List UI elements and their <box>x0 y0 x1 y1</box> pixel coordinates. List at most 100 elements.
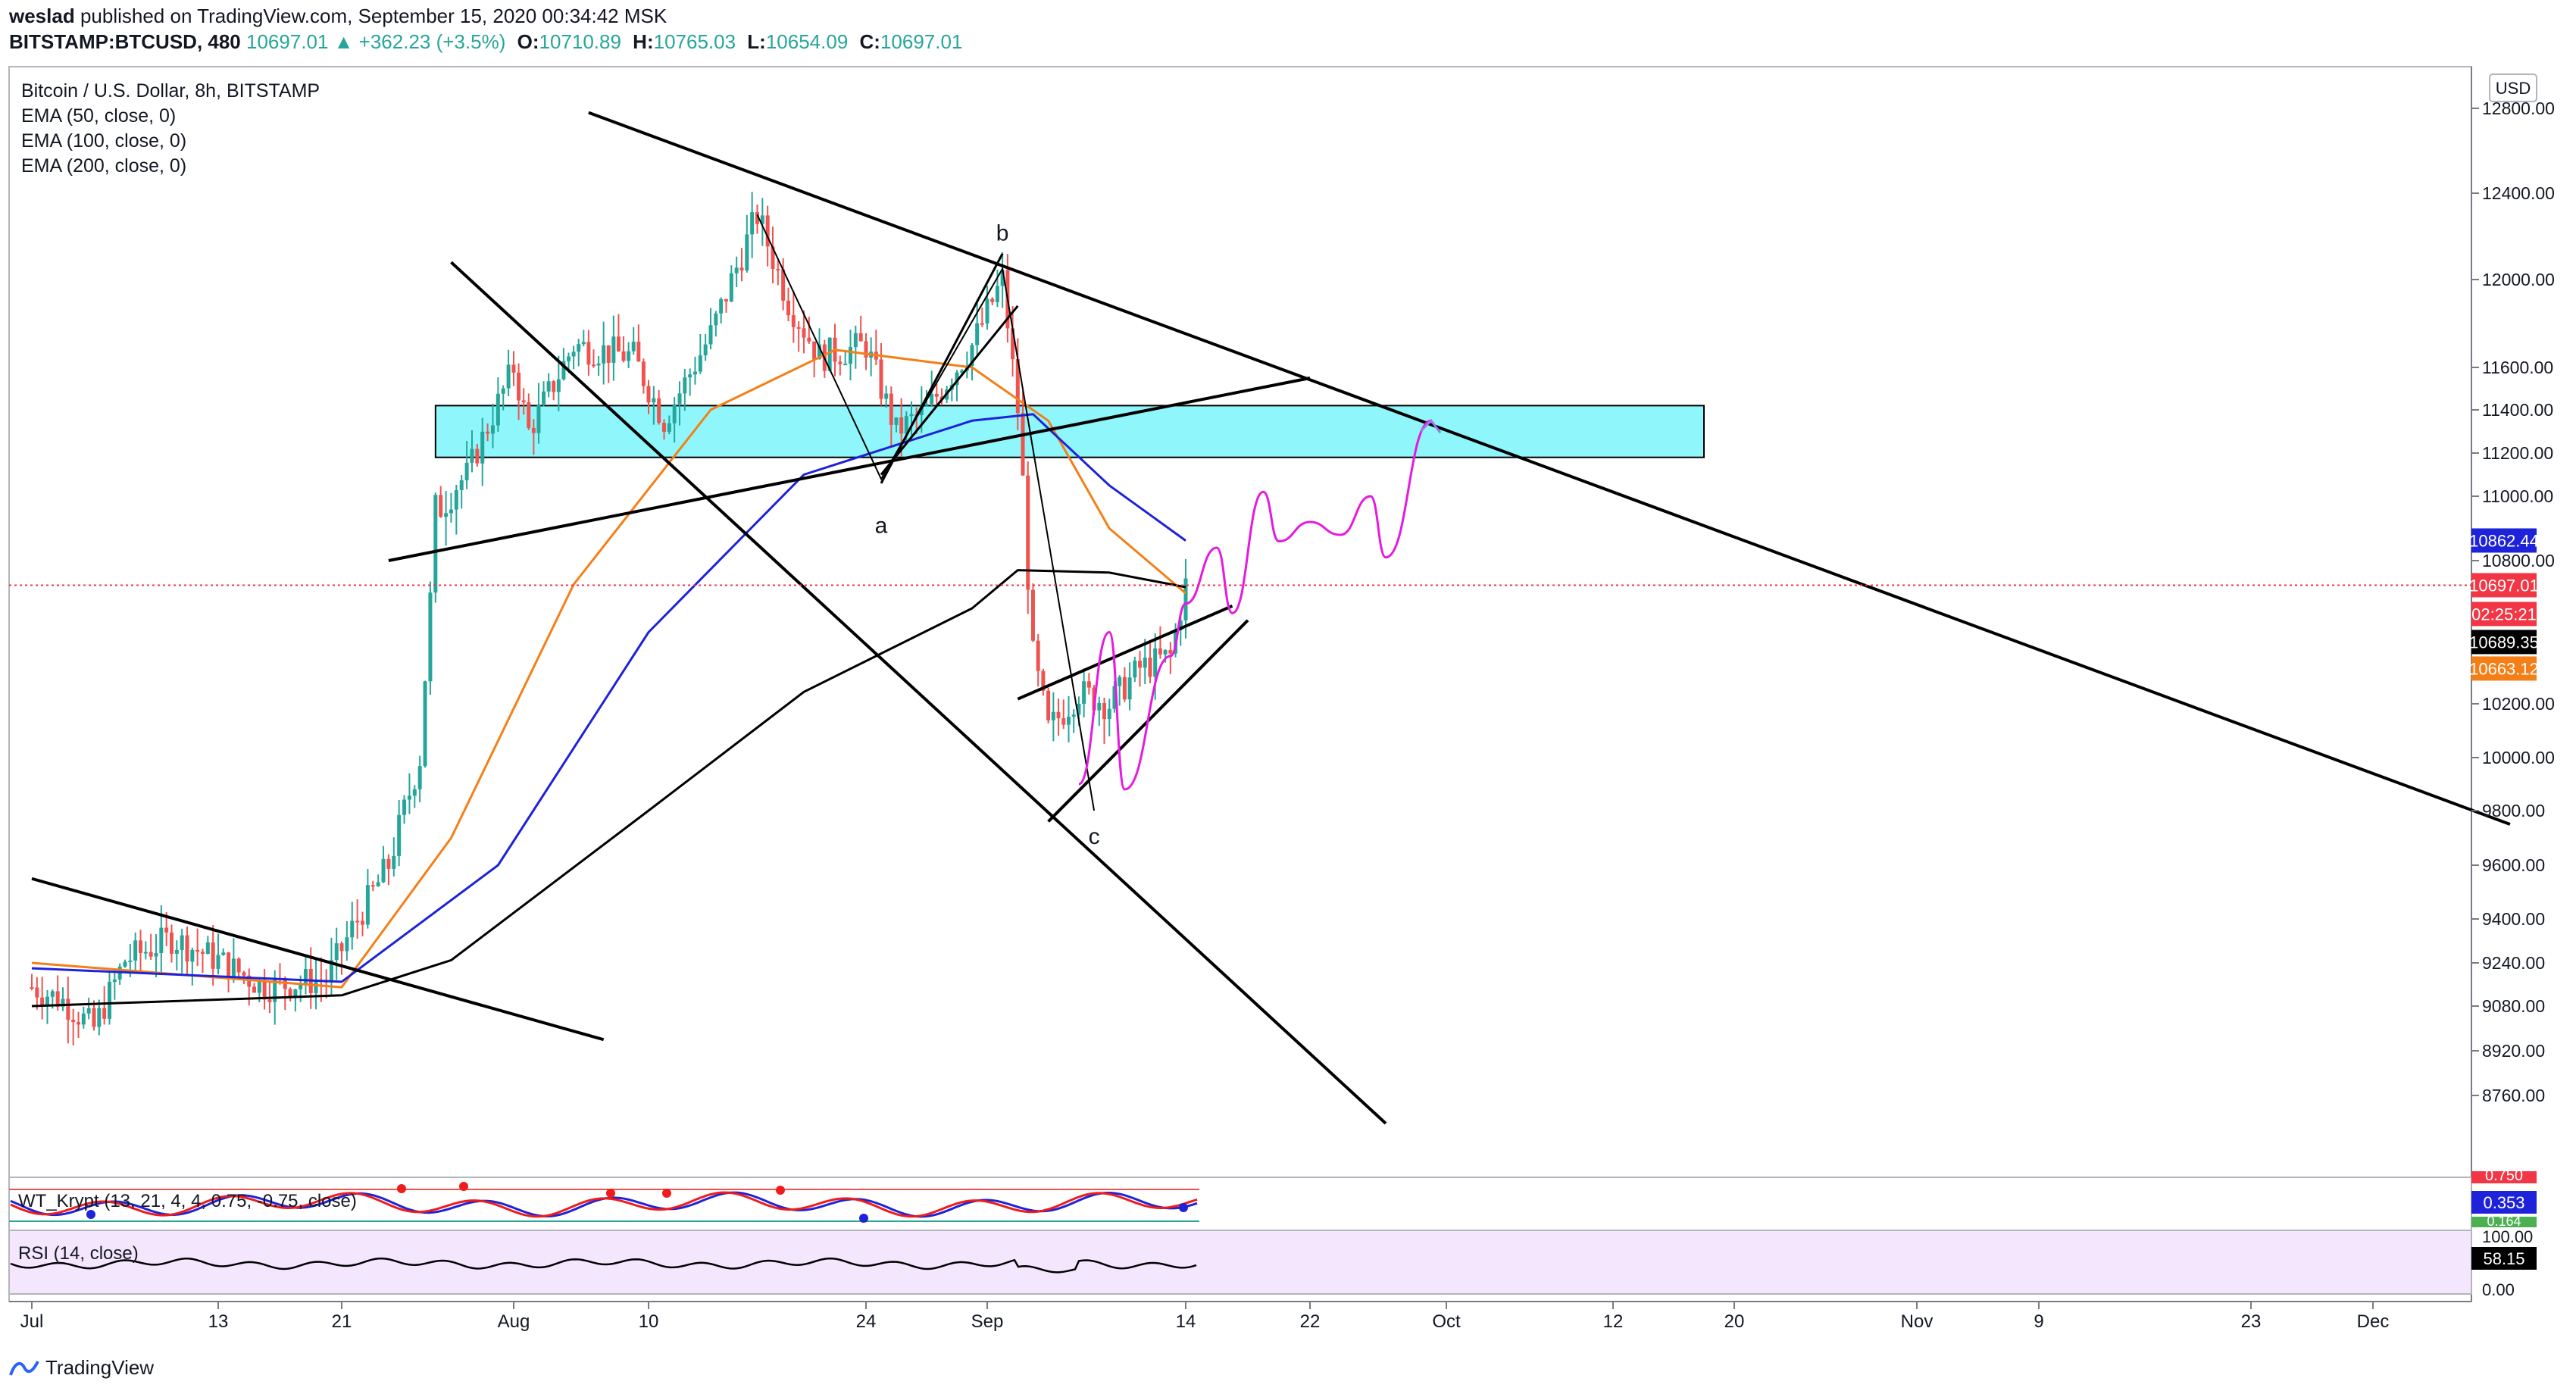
legend-ema50[interactable]: EMA (50, close, 0) <box>21 105 176 127</box>
candle-body <box>1168 649 1173 654</box>
candle-body <box>849 347 852 364</box>
tradingview-logo-icon <box>9 1360 39 1376</box>
wt-bottom-label: 0.164 <box>2487 1214 2521 1229</box>
candle-body <box>864 341 868 358</box>
candle-body <box>397 814 402 856</box>
ema100-price-label-box <box>2471 528 2537 553</box>
wave-path[interactable] <box>756 214 1096 811</box>
rsi-top-label: 100.00 <box>2482 1227 2533 1246</box>
candle-body <box>853 333 858 348</box>
price-axis-label: 11600.00 <box>2482 358 2553 377</box>
candle-body <box>724 298 728 302</box>
candle-body <box>486 431 490 434</box>
candle-body <box>66 999 70 1020</box>
candle-body <box>236 958 241 973</box>
ema-100-line[interactable] <box>31 413 1186 983</box>
chart-header: weslad published on TradingView.com, Sep… <box>0 0 2576 61</box>
ema-200-line[interactable] <box>31 569 1186 1008</box>
last-price-label-box <box>2471 573 2537 598</box>
candle-body <box>1148 658 1152 677</box>
candle-body <box>81 1013 86 1025</box>
candle-body <box>781 269 786 301</box>
candle-body <box>159 927 164 953</box>
time-axis-label: Sep <box>971 1311 1004 1332</box>
candle-body <box>123 961 127 967</box>
candle-body <box>802 328 806 338</box>
candle-body <box>449 509 453 514</box>
ema200-price-label-box <box>2471 630 2537 655</box>
candle-body <box>128 960 133 962</box>
wt-top-label-box <box>2471 1171 2537 1183</box>
rsi-title[interactable]: RSI (14, close) <box>18 1243 139 1264</box>
trendline[interactable] <box>1017 605 1233 701</box>
trendline[interactable] <box>388 377 1311 562</box>
trendline[interactable] <box>31 877 605 1042</box>
candle-body <box>1158 648 1162 655</box>
candle-body <box>527 402 531 428</box>
candle-body <box>423 681 427 767</box>
candle-body <box>439 495 443 517</box>
candle-body <box>221 952 226 955</box>
candle-body <box>1086 681 1091 688</box>
tradingview-brand[interactable]: TradingView <box>9 1356 154 1380</box>
legend-ema200[interactable]: EMA (200, close, 0) <box>21 155 186 177</box>
candle-body <box>843 364 848 366</box>
trendline[interactable] <box>588 111 2511 826</box>
candle-body <box>205 942 210 955</box>
candle-body <box>818 344 821 360</box>
wt-cross-dot <box>776 1186 785 1195</box>
candle-body <box>402 799 407 815</box>
candle-body <box>771 246 775 270</box>
publish-date: published on TradingView.com, September … <box>80 5 667 27</box>
candle-body <box>174 949 179 954</box>
candle-body <box>677 393 682 405</box>
last-price: 10697.01 <box>246 30 329 53</box>
time-axis[interactable]: Jul 13 21 Aug 10 24 Sep 14 22 Oct 12 20 Nov 9 23 Dec <box>20 1302 2390 1332</box>
trendline[interactable] <box>450 261 1387 1125</box>
price-axis[interactable]: 12800.0012400.0012000.0011600.0011400.00… <box>2471 98 2555 1105</box>
close-value: 10697.01 <box>880 30 963 53</box>
symbol-label[interactable]: BITSTAMP:BTCUSD, 480 <box>9 30 241 53</box>
candle-body <box>719 298 724 314</box>
price-axis-label: 11200.00 <box>2482 443 2553 463</box>
candle-body <box>55 991 60 1007</box>
candle-body <box>475 448 480 464</box>
candle-body <box>345 937 349 952</box>
time-axis-label: 22 <box>1300 1311 1321 1332</box>
projection-path[interactable] <box>1078 419 1432 791</box>
ema-50-line[interactable] <box>31 348 1186 989</box>
candle-body <box>77 1022 80 1025</box>
candle-body <box>760 215 764 224</box>
candle-body <box>459 480 464 490</box>
candle-body <box>273 978 277 1002</box>
rising-wedge-upper[interactable] <box>880 253 1004 484</box>
price-chart[interactable]: Bitcoin / U.S. Dollar, 8h, BITSTAMP EMA … <box>0 0 2576 1349</box>
price-axis-label: 8920.00 <box>2482 1041 2545 1061</box>
rsi-bottom-label: 0.00 <box>2482 1280 2515 1299</box>
candle-body <box>170 932 174 954</box>
candle-body <box>86 1008 91 1014</box>
candle-body <box>631 342 636 352</box>
candle-body <box>577 344 581 352</box>
candle-body <box>698 355 702 372</box>
wt-cross-dot <box>662 1189 671 1198</box>
wt-value-box <box>2471 1191 2537 1214</box>
candle-body <box>339 943 344 952</box>
candle-body <box>602 345 606 364</box>
candle-body <box>407 795 411 800</box>
candle-body <box>561 361 566 380</box>
candle-body <box>1138 661 1143 668</box>
candle-body <box>365 885 370 925</box>
currency-badge[interactable] <box>2489 73 2537 102</box>
legend-ema100[interactable]: EMA (100, close, 0) <box>21 130 186 152</box>
price-pane-frame <box>8 66 2472 1302</box>
candle-body <box>1011 328 1015 360</box>
publisher-name[interactable]: weslad <box>9 5 75 27</box>
candle-body <box>879 359 883 399</box>
time-axis-label: Aug <box>498 1311 530 1332</box>
time-axis-label: 20 <box>1724 1311 1745 1332</box>
rising-wedge-lower[interactable] <box>880 305 1019 476</box>
candle-body <box>1122 677 1127 700</box>
wt-title[interactable]: WT_Krypt (13, 21, 4, 4, 0.75, -0.75, clo… <box>18 1191 357 1211</box>
candle-body <box>542 391 546 405</box>
